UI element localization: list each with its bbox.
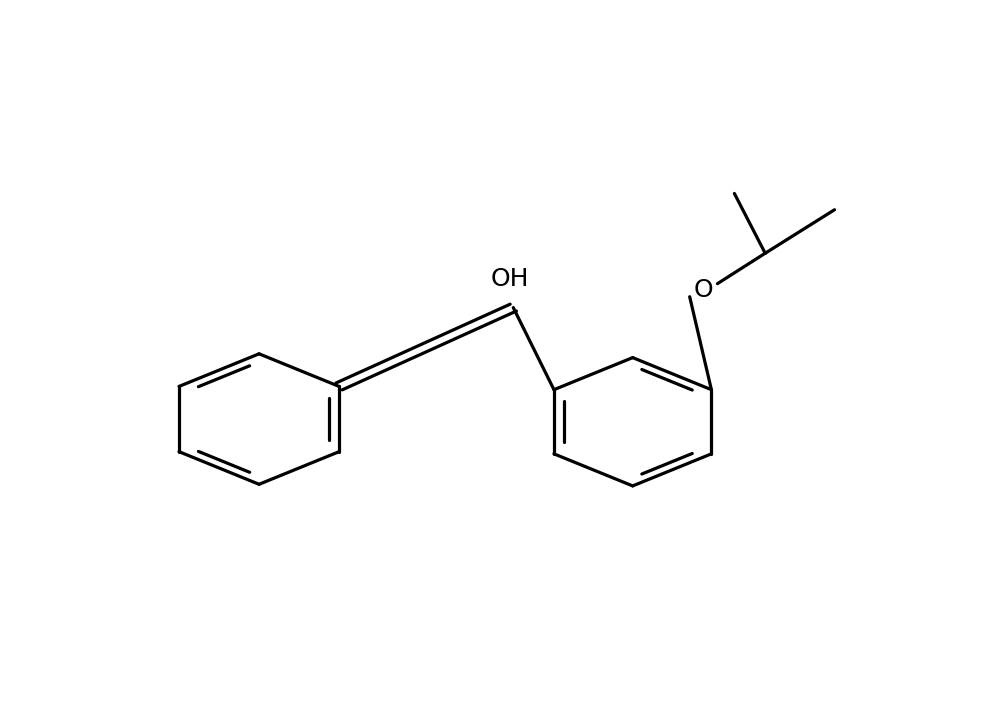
Text: O: O <box>694 278 714 302</box>
Text: OH: OH <box>490 268 529 292</box>
